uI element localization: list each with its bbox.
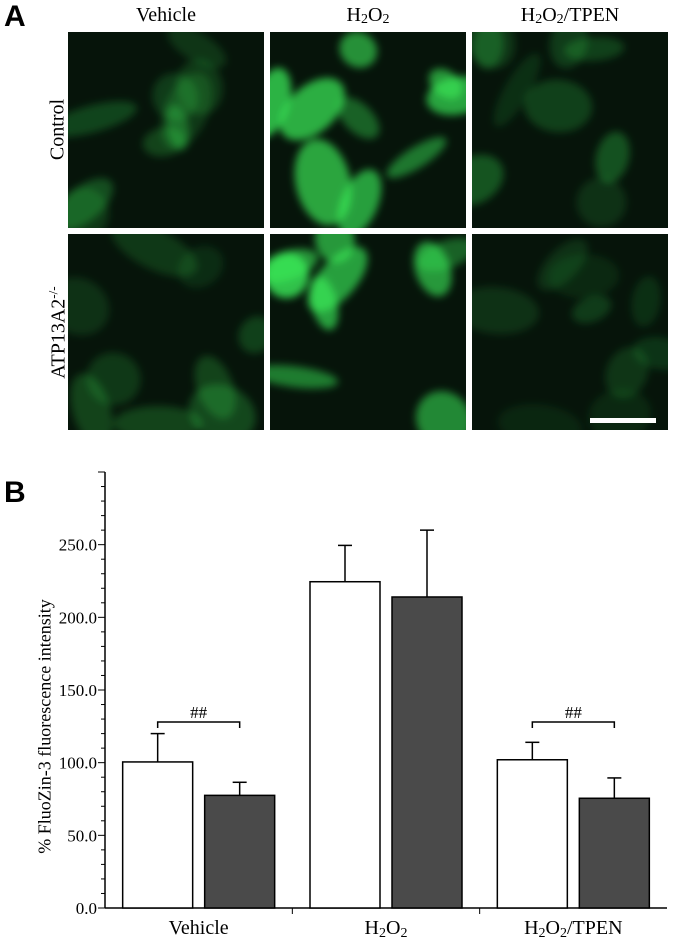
- micrograph-knockout-vehicle: [68, 234, 264, 430]
- bar-series2-2: [578, 797, 651, 909]
- panel-b-label: B: [4, 476, 26, 509]
- y-tick-label: 50.0: [67, 826, 97, 845]
- y-tick-label: 150.0: [59, 681, 97, 700]
- significance-marker: ##: [565, 703, 583, 722]
- scale-bar: [590, 418, 656, 423]
- bar-series2-0: [203, 794, 276, 909]
- significance-marker: ##: [190, 703, 208, 722]
- bar-series1-1: [309, 580, 381, 909]
- row-header-atp13a2-knockout: ATP13A2-/-: [45, 286, 70, 379]
- significance-bracket: [531, 721, 616, 728]
- bar-chart: 0.0 50.0 100.0 150.0 200.0 250.0 Vehicle H2O2 H2…: [59, 471, 667, 940]
- bar-series1-0: [121, 761, 194, 909]
- y-tick-label: 200.0: [59, 608, 97, 627]
- column-header-h2o2-tpen: H2O2/TPEN: [520, 4, 620, 28]
- micrograph-knockout-h2o2: [270, 234, 466, 430]
- micrograph-knockout-h2o2-tpen: [472, 234, 668, 430]
- column-header-h2o2: H2O2: [346, 4, 390, 28]
- x-tick-label-2: H2O2/TPEN: [524, 917, 622, 940]
- micrograph-control-vehicle: [68, 32, 264, 228]
- y-tick-label: 250.0: [59, 536, 97, 555]
- x-tick-label-1: H2O2: [365, 917, 408, 940]
- column-header-vehicle: Vehicle: [136, 4, 196, 26]
- micrograph-control-h2o2-tpen: [472, 32, 668, 228]
- row-header-control: Control: [46, 98, 69, 161]
- x-tick-label-0: Vehicle: [169, 917, 229, 939]
- y-tick-label: 100.0: [59, 754, 97, 773]
- micrograph-control-h2o2: [270, 32, 466, 228]
- bar-series1-2: [496, 759, 569, 909]
- panel-a-label: A: [4, 0, 26, 33]
- significance-bracket: [156, 721, 241, 728]
- y-tick-label: 0.0: [76, 899, 97, 918]
- bar-series2-1: [391, 596, 463, 909]
